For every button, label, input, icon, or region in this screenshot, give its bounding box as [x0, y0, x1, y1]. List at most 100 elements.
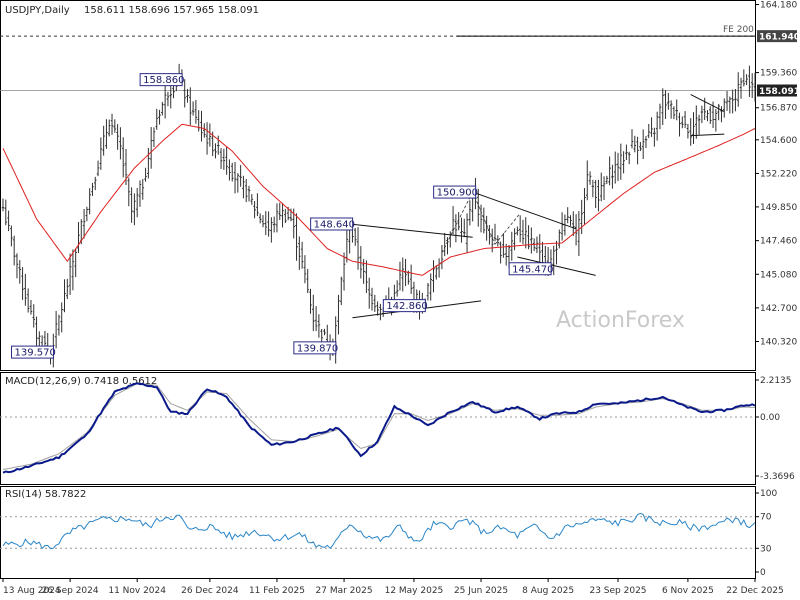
ohlc-bar — [379, 303, 382, 321]
ohlc-bar — [678, 112, 681, 137]
ohlc-bar — [116, 124, 119, 150]
x-tick-label-5: 27 Mar 2025 — [316, 586, 373, 596]
ohlc-bar — [591, 179, 595, 198]
ohlc-bar — [504, 243, 508, 266]
ohlc-bar — [655, 111, 659, 141]
rsi-panel: 100 70 30 0 — [0, 489, 777, 578]
ohlc-bar — [739, 77, 743, 99]
moving-average-line — [2, 123, 756, 276]
ohlc-bar — [476, 188, 480, 227]
ohlc-bar — [107, 119, 111, 137]
ohlc-bar — [99, 137, 103, 170]
ohlc-bar — [524, 217, 528, 249]
annotation-label-0: 158.860 — [143, 75, 184, 86]
ohlc-bar — [440, 244, 444, 270]
ohlc-bar — [538, 234, 542, 267]
ohlc-bar — [1, 198, 5, 212]
ohlc-bar — [183, 79, 187, 108]
ohlc-bar — [432, 260, 435, 293]
ohlc-bar — [451, 206, 455, 235]
ohlc-bar — [555, 240, 558, 265]
ohlc-bar — [641, 129, 645, 160]
chart-ohlc: 158.611 158.696 157.965 158.091 — [84, 5, 259, 16]
ohlc-bar — [577, 211, 581, 257]
ohlc-bar — [465, 213, 469, 253]
ohlc-bar — [496, 235, 500, 247]
ohlc-bar — [141, 178, 145, 200]
price-levels — [0, 35, 755, 91]
ohlc-bar — [312, 294, 315, 332]
ohlc-bar — [21, 267, 24, 300]
macd-signal-line — [2, 383, 756, 470]
ohlc-bar — [26, 288, 30, 313]
ohlc-bar — [127, 177, 131, 207]
ohlc-bar — [742, 69, 746, 87]
ohlc-bar — [681, 116, 684, 129]
ohlc-bar — [88, 188, 91, 215]
ohlc-bar — [15, 253, 19, 279]
ohlc-bar — [644, 136, 648, 149]
ohlc-bar — [147, 147, 150, 179]
ohlc-bar — [205, 122, 209, 155]
trendline-5 — [690, 133, 725, 137]
ohlc-bar — [258, 213, 262, 224]
annotation-box-3 — [293, 341, 337, 355]
ohlc-bar — [745, 74, 748, 86]
ohlc-bar — [367, 277, 371, 309]
ohlc-bar — [373, 294, 377, 312]
ohlc-bar — [602, 176, 606, 201]
ohlc-bar — [119, 127, 122, 160]
ohlc-bar — [261, 215, 265, 228]
ohlc-bar — [708, 106, 712, 124]
x-tick-label-2: 11 Nov 2024 — [108, 586, 166, 596]
price-tag-1 — [757, 30, 797, 43]
macd-tick-label-0: 2.2135 — [760, 376, 792, 386]
ohlc-bar — [647, 123, 651, 139]
ohlc-bar — [583, 188, 586, 225]
ohlc-bar — [513, 228, 516, 251]
ohlc-bar — [694, 105, 698, 139]
dashed-wave-0 — [441, 191, 474, 253]
ohlc-bar — [566, 207, 569, 224]
ohlc-bar — [228, 159, 231, 181]
trendline-4 — [690, 94, 725, 113]
ohlc-bar — [725, 91, 729, 111]
ohlc-bar — [155, 108, 159, 130]
annotation-label-4: 142.860 — [386, 301, 427, 312]
price-tag-text-3: 158.091 — [759, 87, 800, 97]
macd-line — [2, 382, 756, 474]
ohlc-bar — [93, 176, 97, 191]
ohlc-bar — [222, 148, 226, 170]
price-tag-3 — [757, 84, 797, 97]
ohlc-bar — [370, 287, 374, 311]
ohlc-bar — [32, 304, 36, 328]
ohlc-bar — [675, 99, 679, 121]
trendline-3 — [517, 256, 596, 276]
ohlc-bar — [697, 114, 701, 135]
ohlc-bar — [608, 156, 611, 186]
ohlc-bar — [560, 212, 564, 241]
ohlc-bar — [493, 223, 497, 242]
ohlc-bar — [264, 211, 268, 236]
ohlc-bar — [429, 273, 433, 301]
ohlc-bar — [409, 264, 413, 294]
ohlc-bar — [306, 268, 310, 294]
price-y-ticks: 164.180 161.940 159.360 158.091 156.870 154.6… — [755, 1, 800, 348]
ohlc-bar — [247, 185, 251, 202]
ohlc-bar — [298, 236, 301, 270]
ohlc-bar — [502, 233, 505, 258]
ohlc-bar — [616, 152, 620, 182]
dashed-wave-1 — [472, 191, 496, 245]
rsi-line — [2, 512, 756, 550]
price-tick-label-6: 152.220 — [760, 169, 797, 179]
rsi-tick-label-1: 70 — [760, 513, 772, 523]
ohlc-bar — [242, 175, 245, 199]
panel-frames — [0, 0, 756, 579]
price-tick-label-5: 154.600 — [760, 136, 797, 146]
macd-panel: 2.2135 0.00 -3.3696 — [0, 376, 795, 482]
ohlc-bar — [337, 294, 340, 335]
ohlc-bar — [4, 199, 8, 226]
annotation-box-1 — [11, 345, 55, 359]
